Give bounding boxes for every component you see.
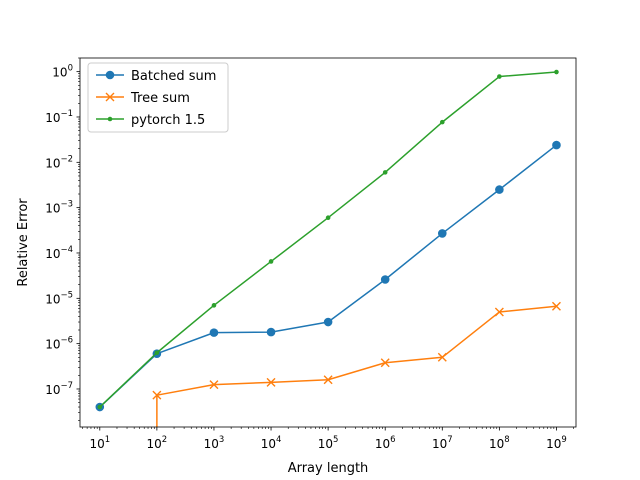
- x-tick-label: 101: [89, 435, 110, 451]
- y-tick-label: 100: [52, 64, 73, 80]
- data-point: [437, 352, 447, 362]
- data-point: [439, 119, 445, 125]
- legend-label: pytorch 1.5: [131, 113, 205, 128]
- legend-item: pytorch 1.5: [96, 113, 205, 128]
- series-tree-sum: [152, 301, 561, 427]
- y-tick-label: 10−4: [45, 245, 73, 261]
- data-point: [495, 185, 504, 194]
- data-point: [554, 69, 559, 75]
- x-tick-label: 103: [204, 435, 225, 451]
- legend-item: Tree sum: [96, 91, 190, 106]
- x-tick-label: 106: [375, 435, 396, 451]
- data-point: [494, 307, 504, 317]
- series-pytorch-1-5: [97, 69, 559, 410]
- x-tick-label: 102: [147, 435, 168, 451]
- y-tick-label: 10−2: [45, 154, 73, 170]
- data-point: [107, 116, 113, 122]
- x-tick-label: 108: [489, 435, 510, 451]
- data-point: [154, 350, 160, 356]
- x-axis-ticks: 101 102 103 104 105 106 107 108 109: [82, 427, 574, 451]
- y-tick-label: 10−6: [45, 336, 73, 352]
- y-axis-ticks: 100 10−1 10−2 10−3 10−4 10−5 10−6 10−7: [45, 57, 80, 421]
- legend-box: [87, 62, 229, 133]
- y-tick-label: 10−1: [45, 109, 73, 125]
- y-axis-label: Relative Error: [16, 198, 31, 287]
- legend-label: Tree sum: [130, 91, 190, 106]
- data-point: [209, 328, 219, 337]
- data-point: [551, 301, 561, 311]
- data-point: [97, 404, 103, 410]
- x-tick-label: 109: [546, 435, 567, 451]
- x-tick-label: 107: [432, 435, 453, 451]
- data-point: [382, 170, 388, 175]
- data-point: [323, 375, 333, 385]
- data-point: [552, 140, 561, 150]
- series-batched-sum: [95, 140, 561, 412]
- legend-label: Batched sum: [131, 69, 216, 84]
- data-point: [380, 358, 390, 368]
- series-layer: [95, 69, 561, 427]
- y-tick-label: 10−5: [45, 290, 73, 306]
- data-point: [266, 327, 276, 337]
- legend: Batched sum Tree sum pytorch 1.5: [87, 62, 229, 133]
- data-point: [497, 74, 502, 79]
- data-point: [266, 377, 276, 387]
- y-tick-label: 10−7: [45, 381, 73, 397]
- data-point: [105, 92, 115, 102]
- x-tick-label: 105: [318, 435, 339, 451]
- data-point: [105, 70, 115, 80]
- data-point: [323, 317, 333, 327]
- x-axis-label: Array length: [288, 461, 369, 476]
- data-point: [209, 380, 219, 390]
- data-point: [211, 303, 217, 308]
- data-point: [437, 229, 447, 238]
- data-point: [380, 275, 390, 284]
- data-point: [325, 215, 331, 221]
- data-point: [152, 390, 162, 400]
- legend-item: Batched sum: [96, 69, 216, 84]
- x-tick-label: 104: [261, 435, 282, 451]
- y-tick-label: 10−3: [45, 200, 73, 216]
- data-point: [268, 259, 274, 264]
